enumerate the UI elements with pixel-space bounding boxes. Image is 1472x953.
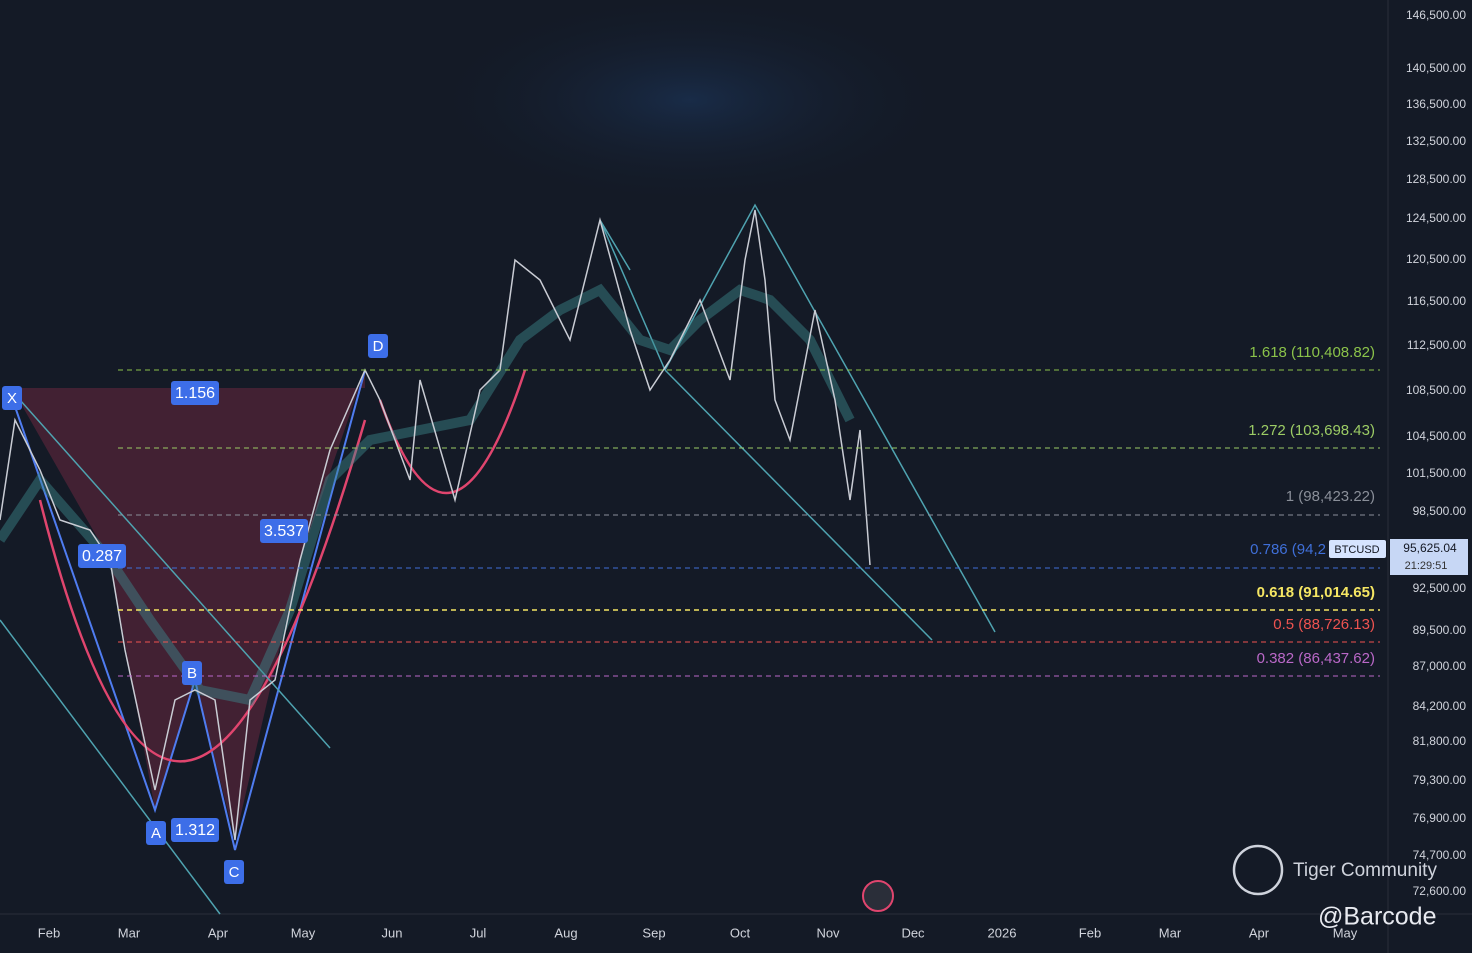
time-label: Feb [38,925,60,940]
ratio-label: 3.537 [264,523,304,540]
point-badge [146,821,166,845]
time-label: May [291,925,316,940]
time-label: Apr [1249,925,1270,940]
price-label: 87,000.00 [1413,659,1467,673]
price-label: 79,300.00 [1413,773,1467,787]
point-label: X [7,390,17,407]
trend-line [19,399,331,749]
time-label: Jun [382,925,403,940]
price-label: 98,500.00 [1413,504,1467,518]
ratio-label: 1.156 [175,385,215,402]
time-label: Apr [208,925,229,940]
countdown: 21:29:51 [1405,560,1448,572]
fib-levels: 1.618 (110,408.82) 1.272 (103,698.43) 1 (9… [118,344,1380,677]
price-label: 136,500.00 [1406,97,1466,111]
last-price: 95,625.04 [1403,541,1457,555]
point-label: D [373,338,384,355]
time-axis: Feb Mar Apr May Jun Jul Aug Sep Oct Nov Dec 2026 Feb… [38,925,1358,940]
ratio-label: 1.312 [175,822,215,839]
price-label: 92,500.00 [1413,581,1467,595]
trend-line [664,369,933,641]
moving-average [0,283,855,706]
glow [420,0,960,210]
time-label: Sep [642,925,665,940]
pattern-area [12,370,365,840]
symbol: BTCUSD [1334,544,1379,556]
price-label: 76,900.00 [1413,811,1467,825]
price-tag [1390,539,1468,575]
price-label: 112,500.00 [1407,338,1466,352]
price-label: 74,700.00 [1413,848,1467,862]
ratio-badge [171,818,219,842]
price-label: 128,500.00 [1406,172,1466,186]
symbol-tag [1329,540,1386,558]
price-line [0,209,871,841]
time-label: 2026 [988,925,1017,940]
point-badge [368,334,388,358]
price-label: 140,500.00 [1406,61,1466,75]
handle: @Barcode [1318,903,1437,931]
time-label: Mar [1159,925,1182,940]
fib-label: 0.5 (88,726.13) [1273,616,1375,633]
price-axis: 146,500.00 140,500.00 136,500.00 132,500.00… [1406,8,1466,898]
fib-label: 0.786 (94,2 [1250,541,1326,558]
price-label: 101,500.00 [1406,466,1466,480]
ratio-badge [260,519,308,543]
point-badge [2,386,22,410]
brand: Tiger Community [1293,860,1437,881]
price-label: 84,200.00 [1413,699,1467,713]
point-badge [224,860,244,884]
ratio-label: 0.287 [82,548,122,565]
fib-label: 0.618 (91,014.65) [1257,584,1375,601]
price-label: 81,800.00 [1413,734,1467,748]
ratio-badge [78,544,126,568]
point-label: B [187,665,197,682]
time-label: Oct [730,925,751,940]
fib-label: 1 (98,423.22) [1286,488,1375,505]
point-badge [182,661,202,685]
price-label: 120,500.00 [1406,252,1466,266]
price-label: 124,500.00 [1406,211,1466,225]
price-label: 146,500.00 [1406,8,1466,22]
time-label: Nov [816,925,840,940]
time-label: Dec [901,925,925,940]
fib-label: 1.272 (103,698.43) [1248,422,1375,439]
fib-label: 1.618 (110,408.82) [1249,344,1375,361]
price-label: 72,600.00 [1413,884,1467,898]
event-icon[interactable] [862,880,894,912]
point-label: A [151,825,161,842]
price-label: 132,500.00 [1406,134,1466,148]
time-label: Mar [118,925,141,940]
point-label: C [229,864,240,881]
time-label: Feb [1079,925,1101,940]
ratio-badge [171,381,219,405]
price-label: 104,500.00 [1406,429,1466,443]
time-label: May [1333,925,1358,940]
trend-line [664,203,996,633]
trend-line [0,619,221,915]
price-label: 108,500.00 [1406,383,1466,397]
time-label: Jul [470,925,487,940]
cup-curve [38,419,367,763]
logo [1232,844,1284,896]
pattern-labels: X D B A C 1.156 0.287 3.537 1.312 [2,334,388,884]
cup-curve [378,369,527,495]
time-label: Aug [554,925,577,940]
price-label: 116,500.00 [1407,294,1466,308]
fib-label: 0.382 (86,437.62) [1257,650,1375,667]
price-label: 89,500.00 [1413,623,1467,637]
